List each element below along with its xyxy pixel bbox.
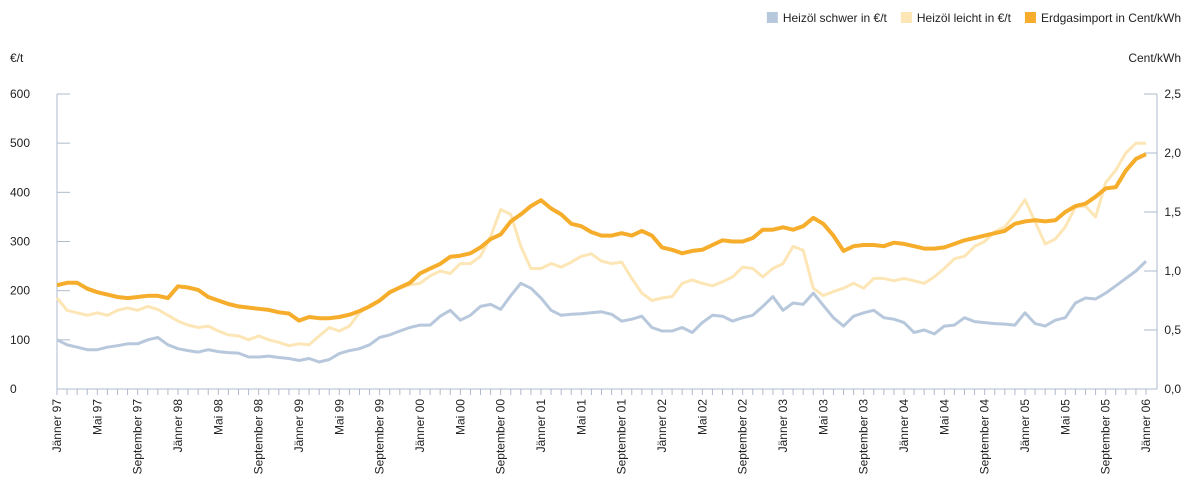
x-tick-label: Mai 04 <box>937 399 951 435</box>
y2-tick-label: 0,0 <box>1164 382 1181 396</box>
series-line <box>56 260 1148 364</box>
x-tick-label: September 01 <box>615 399 629 475</box>
x-tick-label: Jänner 97 <box>50 399 64 453</box>
x-tick-label: September 05 <box>1099 399 1113 475</box>
x-tick-label: September 97 <box>131 399 145 475</box>
x-tick-label: Mai 97 <box>90 399 104 435</box>
x-tick-label: Jänner 01 <box>534 399 548 453</box>
y-tick-label: 200 <box>10 284 30 298</box>
x-tick-label: Mai 02 <box>695 399 709 435</box>
series-line <box>55 141 1146 348</box>
x-tick-label: Mai 01 <box>574 399 588 435</box>
x-tick-label: September 03 <box>857 399 871 475</box>
x-tick-label: Jänner 03 <box>776 399 790 453</box>
y-tick-label: 400 <box>10 185 30 199</box>
x-tick-label: Mai 03 <box>816 399 830 435</box>
x-tick-label: Mai 05 <box>1058 399 1072 435</box>
x-tick-label: September 04 <box>978 399 992 475</box>
legend-swatch <box>1024 12 1036 23</box>
y2-tick-label: 1,0 <box>1164 264 1181 278</box>
x-tick-label: September 99 <box>373 399 387 475</box>
x-tick-label: Mai 00 <box>453 399 467 435</box>
y2-tick-label: 2,5 <box>1164 87 1181 101</box>
x-tick-label: Jänner 99 <box>292 399 306 453</box>
legend-label: Erdgasimport in Cent/kWh <box>1041 11 1181 25</box>
y-axis-label: €/t <box>10 51 24 65</box>
y-tick-label: 600 <box>10 87 30 101</box>
x-tick-label: Jänner 98 <box>171 399 185 453</box>
legend-label: Heizöl leicht in €/t <box>917 11 1012 25</box>
x-tick-label: September 00 <box>494 399 508 475</box>
y-tick-label: 300 <box>10 235 30 249</box>
y2-tick-label: 2,0 <box>1164 146 1181 160</box>
x-tick-label: September 02 <box>736 399 750 475</box>
x-tick-label: Jänner 00 <box>413 399 427 453</box>
y-tick-label: 500 <box>10 136 30 150</box>
legend-swatch <box>766 12 778 23</box>
x-tick-label: Jänner 04 <box>897 399 911 453</box>
x-tick-label: Mai 98 <box>211 399 225 435</box>
y2-tick-label: 1,5 <box>1164 205 1181 219</box>
y-tick-label: 0 <box>10 382 17 396</box>
y-tick-label: 100 <box>10 333 30 347</box>
x-tick-label: Jänner 02 <box>655 399 669 453</box>
x-tick-label: September 98 <box>252 399 266 475</box>
legend-swatch <box>900 12 912 23</box>
y2-tick-label: 0,5 <box>1164 323 1181 337</box>
x-tick-label: Mai 99 <box>332 399 346 435</box>
legend-label: Heizöl schwer in €/t <box>783 11 888 25</box>
y2-axis-label: Cent/kWh <box>1128 51 1181 65</box>
series-line <box>56 152 1147 323</box>
x-tick-label: Jänner 05 <box>1018 399 1032 453</box>
x-tick-label: Jänner 06 <box>1139 399 1153 453</box>
